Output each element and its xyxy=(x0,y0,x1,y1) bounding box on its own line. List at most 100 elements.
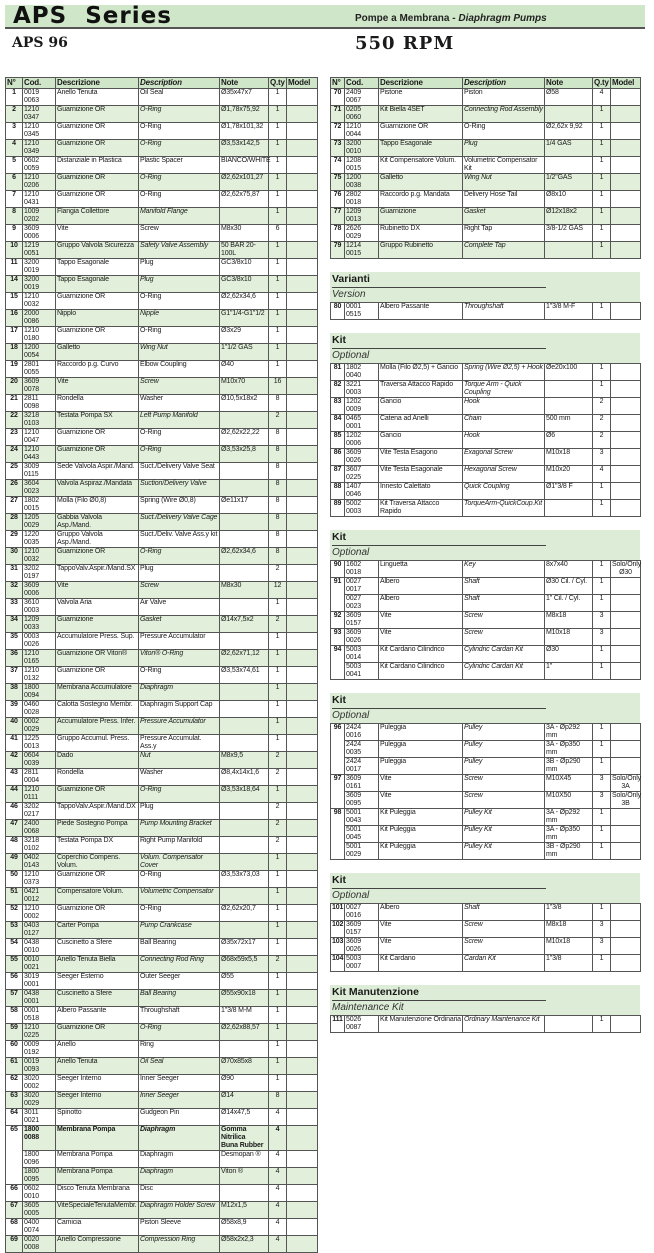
part-code: 2626 0029 xyxy=(344,224,379,242)
table-row: 84 0465 0001 Catena ad Anelli Chain 500 mm 2 xyxy=(330,414,641,432)
model xyxy=(610,88,641,106)
parts-table-right: N° Cod. Descrizione Description Note Q.ty Mode… xyxy=(330,77,641,259)
part-code: 0019 0063 xyxy=(22,88,56,106)
model xyxy=(610,723,641,741)
descrizione: Vite xyxy=(378,774,463,792)
note: Ø2,62x101,27 xyxy=(219,173,269,191)
table-row: 30 1210 0032 Guarnizione OR O-Ring Ø2,62x34,… xyxy=(5,547,318,565)
note: Ø6 xyxy=(544,431,593,449)
quantity: 1 xyxy=(592,499,611,517)
item-number: 5 xyxy=(5,156,23,174)
note: 3B - Øp290 mm xyxy=(544,757,593,775)
part-code: 1209 0033 xyxy=(22,615,56,633)
descrizione: Kit Puleggia xyxy=(378,808,463,826)
description: Screw xyxy=(138,224,220,242)
part-code: 0402 0143 xyxy=(22,853,56,871)
table-row: 43 2811 0004 Rondella Washer Ø8,4x14x1,6 2 xyxy=(5,768,318,786)
quantity: 8 xyxy=(268,530,287,548)
quantity: 1 xyxy=(268,88,287,106)
part-code: 0421 0012 xyxy=(22,887,56,905)
model xyxy=(286,1235,318,1253)
description: Gudgeon Pin xyxy=(138,1108,220,1126)
note: M10x18 xyxy=(544,937,593,955)
note: M12x1,5 xyxy=(219,1201,269,1219)
descrizione: Albero xyxy=(378,594,463,612)
model xyxy=(286,326,318,344)
descrizione: Albero xyxy=(378,577,463,595)
note: 3A - Øp350 mm xyxy=(544,825,593,843)
description: O-Ring xyxy=(138,1023,220,1041)
model xyxy=(286,156,318,174)
item-number: 55 xyxy=(5,955,23,973)
description: Screw xyxy=(462,611,545,629)
note: Ø2,62x34,6 xyxy=(219,292,269,310)
quantity: 1 xyxy=(268,921,287,939)
quantity: 1 xyxy=(268,938,287,956)
part-code: 0602 0059 xyxy=(22,156,56,174)
note: BIANCO/WHITE xyxy=(219,156,271,174)
note: Ø55 xyxy=(219,972,269,990)
item-number: 20 xyxy=(5,377,23,395)
item-number: 84 xyxy=(330,414,345,432)
quantity: 1 xyxy=(268,1074,287,1092)
item-number: 47 xyxy=(5,819,23,837)
description: Air Valve xyxy=(138,598,220,616)
series-title: APS Series xyxy=(13,3,172,29)
quantity: 1 xyxy=(592,825,611,843)
model xyxy=(610,594,641,612)
item-number: 92 xyxy=(330,611,345,629)
note xyxy=(219,479,269,497)
descrizione: Gruppo Rubinetto xyxy=(378,241,463,259)
table-row: 77 1209 0013 Guarnizione Gasket Ø12x18x2 1 xyxy=(330,207,641,225)
note: M10x18 xyxy=(544,628,593,646)
section-subtitle: Optional xyxy=(332,710,370,721)
description: Cardan Kit xyxy=(462,954,545,972)
quantity: 1 xyxy=(592,122,611,140)
note xyxy=(219,598,269,616)
part-code: 3218 0103 xyxy=(22,411,56,429)
column-header-descrizione: Descrizione xyxy=(378,77,463,89)
quantity: 1 xyxy=(268,887,287,905)
model xyxy=(286,1006,318,1024)
table-row: 2424 0035 Puleggia Pulley 3A - Øp350 mm 1 xyxy=(331,740,641,758)
part-code: 3202 0197 xyxy=(22,564,56,582)
column-header-item-number: N° xyxy=(330,77,345,89)
table-row: 35 0003 0026 Accumulatore Press. Sup. Press… xyxy=(5,632,318,650)
item-number: 25 xyxy=(5,462,23,480)
table-row: 23 1210 0047 Guarnizione OR O-Ring Ø2,62x22,… xyxy=(5,428,318,446)
table-row: 28 1205 0029 Gabbia Valvola Asp./Mand. Suct… xyxy=(5,513,318,531)
model xyxy=(286,802,318,820)
quantity: 1 xyxy=(268,241,287,259)
descrizione: TappoValv.Aspir./Mand.DX xyxy=(55,802,139,820)
model xyxy=(286,1023,318,1041)
item-number: 29 xyxy=(5,530,23,548)
quantity: 1 xyxy=(592,723,611,741)
model xyxy=(286,343,318,361)
part-code: 5001 0043 xyxy=(344,808,379,826)
model xyxy=(610,380,641,398)
descrizione: Testata Pompa DX xyxy=(55,836,139,854)
note: Ø68x59x5,5 xyxy=(219,955,269,973)
description: Volum. Compensator Cover xyxy=(138,853,220,871)
model xyxy=(286,785,318,803)
note xyxy=(219,819,269,837)
quantity: 4 xyxy=(268,1218,287,1236)
table-row: 5003 0041 Kit Cardano Cilindrico Cylindric… xyxy=(331,662,641,680)
quantity: 8 xyxy=(268,547,287,565)
quantity: 4 xyxy=(592,88,611,106)
quantity: 2 xyxy=(268,615,287,633)
item-number: 75 xyxy=(330,173,345,191)
model xyxy=(286,173,318,191)
item-number: 58 xyxy=(5,1006,23,1024)
description: Key xyxy=(462,560,545,578)
note: Ø30 Cil. / Cyl. xyxy=(544,577,593,595)
part-code: 1209 0013 xyxy=(344,207,379,225)
part-code: 5003 0014 xyxy=(344,645,379,663)
item-number: 43 xyxy=(5,768,23,786)
model xyxy=(286,292,318,310)
part-code: 1205 0029 xyxy=(22,513,56,531)
quantity: 1 xyxy=(268,275,287,293)
model xyxy=(286,717,318,735)
note: Ø2,62x71,12 xyxy=(219,649,269,667)
table-row: 18 1200 0054 Galletto Wing Nut 1"1/2 GAS 1 xyxy=(5,343,318,361)
